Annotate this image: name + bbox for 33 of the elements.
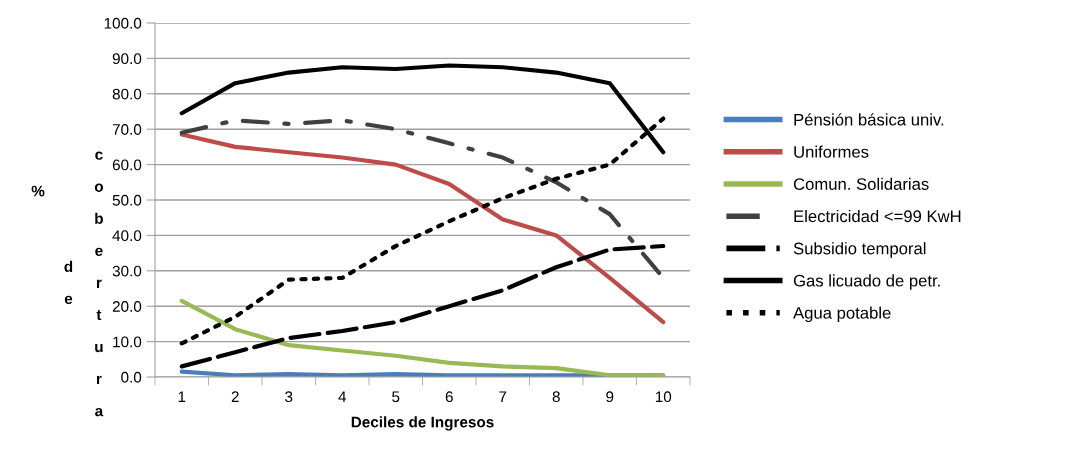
legend-label: Agua potable — [793, 306, 891, 323]
x-axis-title: Deciles de Ingresos — [351, 416, 494, 431]
line-series — [179, 243, 666, 369]
y-tick-label: 30.0 — [112, 265, 142, 277]
y-tick-label: 70.0 — [112, 124, 142, 135]
y-tick-label: 0.0 — [121, 371, 142, 383]
y-tick-label: 90.0 — [112, 53, 142, 65]
line-series — [179, 298, 666, 377]
text: % de cobertura — [31, 151, 104, 417]
x-tick-label: 6 — [445, 391, 453, 403]
x-tick-label: 10 — [655, 391, 672, 403]
x-tick-label: 2 — [231, 391, 239, 402]
legend-label: Gas licuado de petr. — [793, 274, 940, 290]
legend-label: Pénsión básica univ. — [794, 113, 944, 126]
legend-label: Uniformes — [794, 145, 869, 158]
y-tick-label: 20.0 — [112, 301, 142, 312]
x-tick-label: 3 — [285, 391, 293, 403]
y-tick-label: 80.0 — [112, 88, 142, 100]
x-tick-label: 7 — [499, 391, 507, 402]
y-tick-label: 10.0 — [113, 336, 142, 348]
legend-label: Comun. Solidarias — [793, 177, 929, 190]
y-tick-label: 50.0 — [112, 194, 142, 206]
line-series — [179, 132, 666, 325]
y-tick-label: 60.0 — [112, 159, 142, 171]
legend-label: Electricidad <=99 KwH — [794, 209, 961, 223]
y-tick-label: 40.0 — [112, 230, 142, 242]
x-tick-label: 4 — [338, 391, 347, 402]
x-tick-label: 1 — [178, 391, 186, 402]
legend-label: Subsidio temporal — [793, 242, 926, 258]
x-tick-label: 9 — [606, 391, 614, 403]
x-tick-label: 5 — [392, 391, 400, 403]
x-tick-label: 8 — [552, 391, 560, 403]
y-tick-label: 100.0 — [104, 17, 142, 29]
